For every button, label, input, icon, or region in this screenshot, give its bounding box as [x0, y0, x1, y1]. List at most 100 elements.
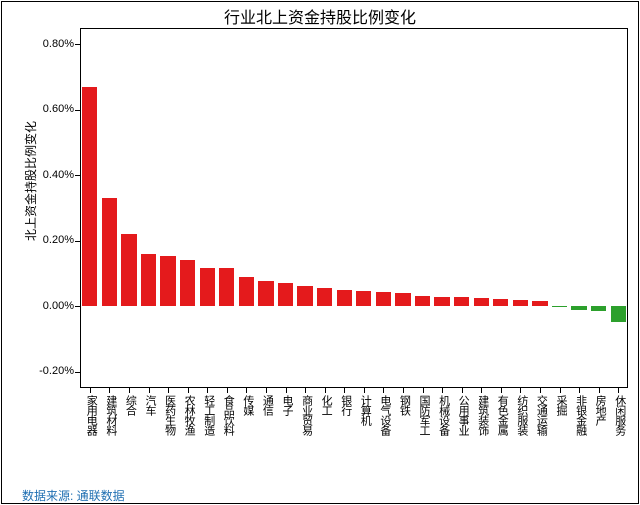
bar — [141, 254, 156, 306]
x-tick-mark — [383, 388, 384, 393]
bar — [474, 298, 489, 306]
bar — [102, 198, 117, 306]
bar — [532, 301, 547, 307]
x-tick-label: 公用事业 — [455, 395, 471, 435]
plot-area — [80, 28, 628, 388]
bar — [552, 306, 567, 307]
y-tick-mark — [75, 241, 80, 242]
bar — [454, 297, 469, 306]
x-tick-mark — [188, 388, 189, 393]
bar — [219, 268, 234, 306]
x-tick-label: 交通运输 — [533, 395, 549, 435]
x-tick-label: 计算机 — [357, 395, 373, 425]
x-tick-label: 建筑装饰 — [475, 395, 491, 435]
x-tick-mark — [442, 388, 443, 393]
x-tick-mark — [149, 388, 150, 393]
bar — [395, 293, 410, 306]
bar — [297, 286, 312, 306]
x-tick-mark — [344, 388, 345, 393]
y-tick-mark — [75, 44, 80, 45]
bar — [571, 306, 586, 310]
x-tick-mark — [423, 388, 424, 393]
bar — [160, 256, 175, 306]
y-tick-mark — [75, 175, 80, 176]
y-tick-label: 0.00% — [22, 300, 74, 312]
x-tick-label: 纺织服装 — [514, 395, 530, 435]
x-tick-mark — [90, 388, 91, 393]
x-tick-label: 电气设备 — [377, 395, 393, 435]
bar — [82, 87, 97, 306]
x-tick-mark — [129, 388, 130, 393]
y-tick-label: 0.80% — [22, 38, 74, 50]
bar — [337, 290, 352, 306]
bar — [591, 306, 606, 311]
x-tick-mark — [168, 388, 169, 393]
x-tick-label: 有色金属 — [494, 395, 510, 435]
x-tick-label: 银行 — [338, 395, 354, 415]
x-tick-mark — [246, 388, 247, 393]
x-tick-label: 机械设备 — [436, 395, 452, 435]
x-tick-mark — [109, 388, 110, 393]
x-tick-mark — [325, 388, 326, 393]
x-tick-mark — [579, 388, 580, 393]
bar — [434, 297, 449, 306]
x-tick-mark — [520, 388, 521, 393]
x-tick-label: 轻工制造 — [201, 395, 217, 435]
x-tick-mark — [266, 388, 267, 393]
x-tick-label: 电子 — [279, 395, 295, 415]
x-tick-mark — [286, 388, 287, 393]
x-tick-label: 综合 — [122, 395, 138, 415]
bar — [258, 281, 273, 307]
bar — [121, 234, 136, 307]
x-tick-label: 非银金融 — [573, 395, 589, 435]
x-tick-mark — [227, 388, 228, 393]
x-tick-mark — [540, 388, 541, 393]
x-tick-label: 钢铁 — [396, 395, 412, 415]
y-tick-label: 0.60% — [22, 103, 74, 115]
x-tick-label: 农林牧渔 — [181, 395, 197, 435]
x-tick-label: 家用电器 — [83, 395, 99, 435]
bar — [415, 296, 430, 306]
y-tick-mark — [75, 110, 80, 111]
x-tick-mark — [481, 388, 482, 393]
x-tick-mark — [207, 388, 208, 393]
y-tick-mark — [75, 306, 80, 307]
bar — [278, 283, 293, 306]
bar — [200, 268, 215, 307]
x-tick-label: 建筑材料 — [103, 395, 119, 435]
y-axis-label: 北上资金持股比例变化 — [22, 121, 39, 241]
y-tick-label: -0.20% — [22, 365, 74, 377]
bar — [239, 277, 254, 306]
x-tick-label: 化工 — [318, 395, 334, 415]
y-tick-label: 0.20% — [22, 234, 74, 246]
x-tick-label: 国防军工 — [416, 395, 432, 435]
x-tick-mark — [501, 388, 502, 393]
x-tick-mark — [305, 388, 306, 393]
data-source-label: 数据来源: 通联数据 — [22, 487, 125, 504]
x-tick-mark — [403, 388, 404, 393]
chart-frame: 行业北上资金持股比例变化 北上资金持股比例变化 -0.20% 0.00% 0.20%… — [0, 0, 640, 505]
bar — [317, 288, 332, 306]
x-tick-label: 汽车 — [142, 395, 158, 415]
bar — [356, 291, 371, 306]
bar — [180, 260, 195, 306]
x-tick-label: 医药生物 — [162, 395, 178, 435]
y-tick-label: 0.40% — [22, 169, 74, 181]
bar — [611, 306, 626, 322]
x-tick-label: 食品饮料 — [220, 395, 236, 435]
y-tick-mark — [75, 372, 80, 373]
x-tick-mark — [364, 388, 365, 393]
x-tick-label: 采掘 — [553, 395, 569, 415]
chart-title: 行业北上资金持股比例变化 — [0, 4, 640, 28]
x-tick-mark — [560, 388, 561, 393]
x-tick-label: 商业贸易 — [299, 395, 315, 435]
x-tick-label: 传媒 — [240, 395, 256, 415]
x-tick-label: 通信 — [259, 395, 275, 415]
bar — [513, 300, 528, 307]
x-tick-mark — [599, 388, 600, 393]
x-tick-label: 休闲服务 — [612, 395, 628, 435]
x-tick-mark — [462, 388, 463, 393]
bar — [376, 292, 391, 306]
x-tick-mark — [618, 388, 619, 393]
x-tick-label: 房地产 — [592, 395, 608, 425]
